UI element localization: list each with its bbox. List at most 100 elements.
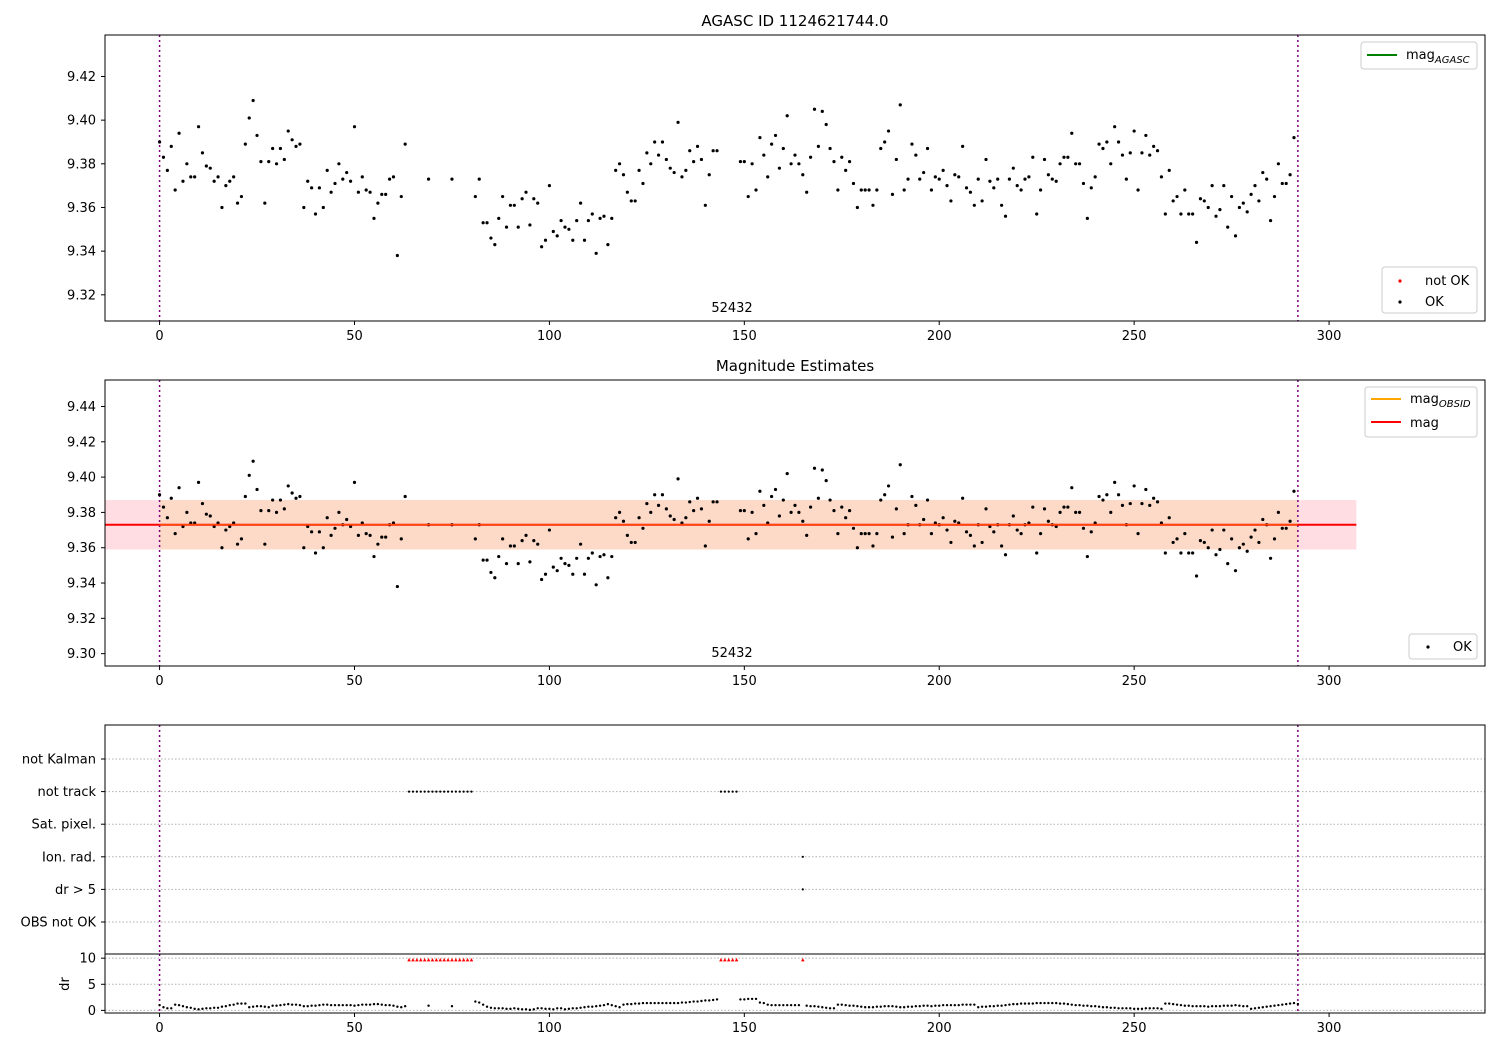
data-point-ok bbox=[575, 556, 579, 560]
data-point-ok bbox=[399, 537, 403, 541]
data-point-ok bbox=[949, 540, 953, 545]
data-point-ok bbox=[1241, 201, 1245, 205]
dr-point bbox=[216, 1006, 220, 1009]
dr-point bbox=[244, 1002, 247, 1005]
data-point-ok bbox=[859, 188, 863, 192]
panel2-legend-lower: OK bbox=[1408, 633, 1478, 660]
data-point-ok bbox=[586, 556, 590, 560]
dr-point bbox=[977, 1006, 980, 1009]
data-point-ok bbox=[980, 540, 984, 545]
data-point-ok bbox=[660, 493, 665, 497]
dr-point bbox=[540, 1007, 543, 1010]
dr-point bbox=[786, 1003, 789, 1007]
dr-point bbox=[1273, 1004, 1276, 1007]
panel1-title: AGASC ID 1124621744.0 bbox=[701, 12, 888, 30]
data-point-ok bbox=[1237, 205, 1242, 210]
dr-point bbox=[240, 1002, 243, 1005]
data-point-ok bbox=[621, 519, 626, 523]
data-point-ok bbox=[1152, 496, 1156, 500]
y-tick-label: 9.42 bbox=[67, 70, 96, 85]
data-point-ok bbox=[1093, 175, 1097, 179]
data-point-ok bbox=[859, 531, 863, 536]
dr-point bbox=[556, 1007, 559, 1010]
dr-point bbox=[594, 1005, 598, 1008]
dr-point bbox=[891, 1005, 894, 1008]
data-point-ok bbox=[1276, 510, 1280, 515]
data-point-ok bbox=[746, 537, 750, 541]
data-point-ok bbox=[582, 572, 587, 576]
data-point-ok bbox=[664, 157, 668, 162]
dr-point bbox=[918, 1005, 921, 1008]
dr-point bbox=[509, 1007, 512, 1011]
data-point-ok bbox=[251, 98, 255, 103]
dr-point bbox=[197, 1008, 200, 1011]
legend-label-mag: mag bbox=[1410, 416, 1439, 431]
dr-clipped-marker bbox=[418, 957, 423, 962]
data-point-ok bbox=[208, 166, 212, 170]
dr-point bbox=[602, 1003, 606, 1007]
y-tick-label: 5 bbox=[88, 978, 96, 993]
dr-point bbox=[1284, 1002, 1288, 1006]
data-point-ok bbox=[1191, 212, 1195, 216]
dr-point bbox=[1257, 1006, 1261, 1009]
data-point-ok bbox=[707, 519, 711, 523]
data-point-ok bbox=[286, 129, 290, 133]
data-point-ok bbox=[578, 201, 583, 205]
flag-point bbox=[423, 790, 426, 793]
data-point-ok bbox=[621, 173, 626, 177]
dr-point bbox=[973, 1003, 976, 1006]
flag-point bbox=[411, 790, 415, 793]
data-point-ok bbox=[1000, 544, 1004, 548]
data-point-ok bbox=[255, 487, 259, 492]
data-point-ok bbox=[851, 526, 856, 530]
data-point-ok bbox=[1187, 212, 1191, 216]
data-point-ok bbox=[676, 477, 680, 481]
data-point-ok bbox=[699, 507, 704, 511]
data-point-ok bbox=[1167, 516, 1171, 520]
data-point-ok bbox=[582, 238, 587, 242]
y-tick-label: 9.42 bbox=[67, 435, 96, 450]
flag-point bbox=[801, 888, 804, 891]
dr-point bbox=[306, 1005, 309, 1008]
dr-point bbox=[368, 1003, 372, 1006]
data-point-ok bbox=[1023, 177, 1027, 181]
data-point-ok bbox=[165, 168, 169, 172]
dr-point bbox=[1097, 1005, 1101, 1008]
dr-point bbox=[349, 1003, 352, 1007]
data-point-ok bbox=[259, 509, 263, 513]
dr-point bbox=[536, 1007, 539, 1010]
dr-clipped-marker bbox=[434, 957, 439, 962]
data-point-ok bbox=[247, 473, 251, 477]
data-point-ok bbox=[543, 572, 548, 576]
legend-label-not-ok: not OK bbox=[1425, 274, 1470, 289]
data-point-ok bbox=[1011, 514, 1015, 518]
panel1-legend-lower: not OK OK bbox=[1381, 266, 1478, 314]
dr-clipped-marker bbox=[442, 957, 446, 962]
dr-point bbox=[361, 1003, 364, 1006]
x-tick-label: 200 bbox=[927, 329, 952, 344]
data-point-ok bbox=[536, 542, 540, 546]
data-point-ok bbox=[598, 216, 602, 220]
dr-point bbox=[1093, 1005, 1097, 1008]
data-point-ok bbox=[313, 551, 318, 555]
data-point-ok bbox=[1038, 188, 1043, 192]
data-point-ok bbox=[1132, 129, 1136, 133]
dr-point bbox=[922, 1004, 925, 1007]
data-point-ok bbox=[668, 166, 672, 170]
data-point-ok bbox=[758, 136, 762, 140]
dr-point bbox=[193, 1007, 196, 1011]
data-point-ok bbox=[1140, 501, 1144, 506]
legend-label-ok: OK bbox=[1453, 640, 1472, 655]
data-point-ok bbox=[325, 516, 329, 520]
flag-point bbox=[723, 790, 726, 793]
data-point-ok bbox=[313, 212, 318, 216]
data-point-ok bbox=[1152, 144, 1156, 148]
data-point-ok bbox=[590, 212, 594, 216]
data-point-ok bbox=[1194, 574, 1199, 578]
data-point-ok bbox=[793, 503, 797, 507]
dr-point bbox=[957, 1003, 960, 1007]
data-point-ok bbox=[329, 190, 333, 194]
data-point-ok bbox=[185, 162, 189, 166]
data-point-ok bbox=[933, 175, 937, 179]
data-point-ok bbox=[193, 175, 197, 179]
